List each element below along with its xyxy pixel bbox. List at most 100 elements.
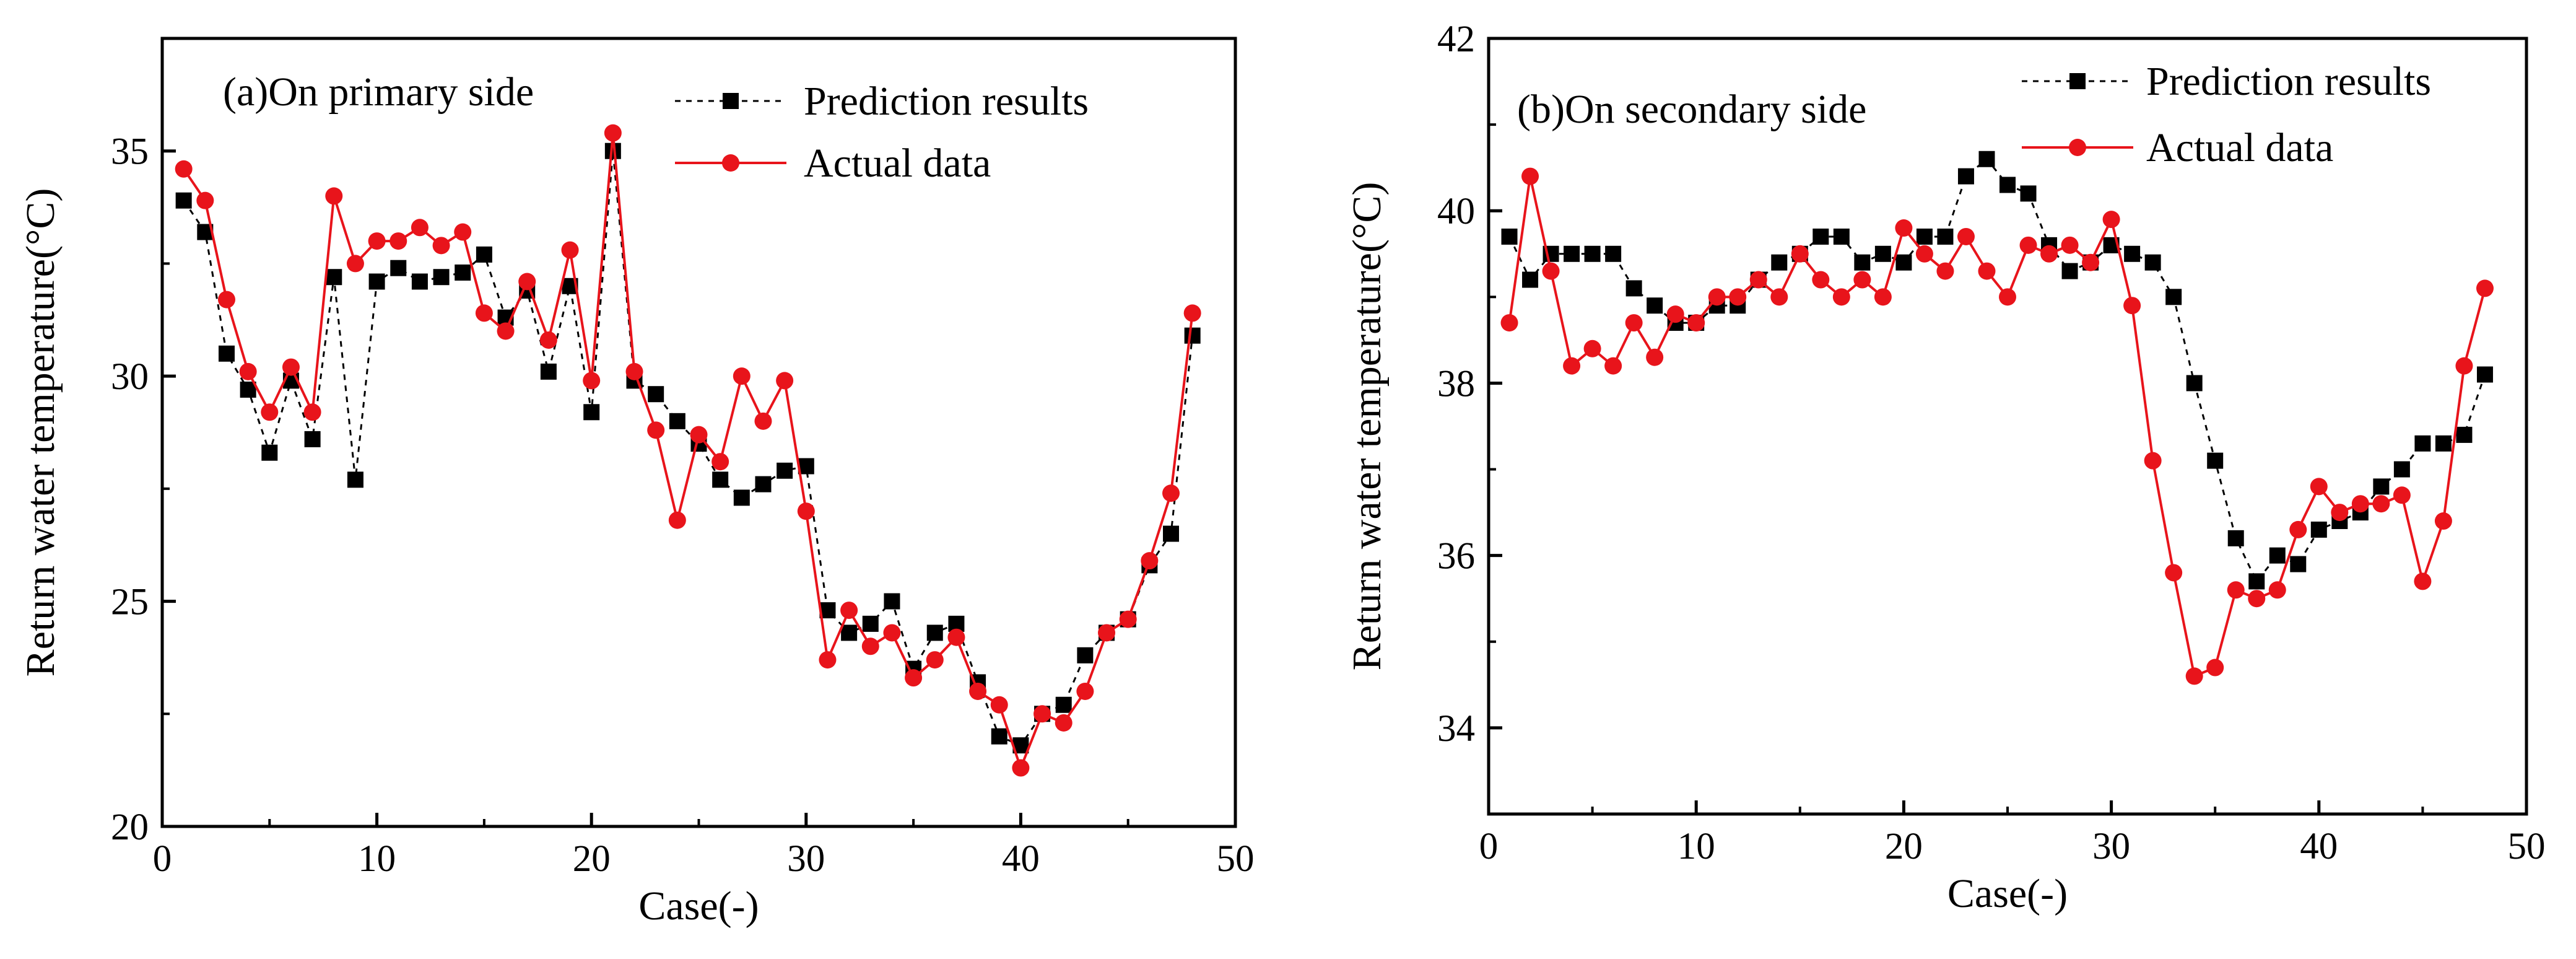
x-tick-label: 10 — [358, 838, 396, 880]
data-point-prediction — [433, 269, 450, 286]
axis-ticks: 0 10 20 30 40 50 20 25 30 35 — [111, 131, 1255, 880]
data-point-actual — [861, 637, 879, 655]
legend: Prediction results Actual data — [675, 79, 1089, 186]
data-point-prediction — [476, 246, 492, 263]
data-point-prediction — [2124, 245, 2141, 262]
legend-label-prediction: Prediction results — [804, 79, 1089, 124]
data-point-actual — [2082, 253, 2100, 271]
series-line-prediction — [183, 151, 1194, 747]
data-point-prediction — [326, 269, 342, 286]
data-point-actual — [1500, 314, 1518, 332]
data-point-actual — [346, 255, 364, 273]
data-point-actual — [1646, 348, 1664, 366]
data-point-prediction — [1937, 228, 1954, 245]
data-point-actual — [1895, 219, 1913, 237]
data-point-actual — [261, 403, 279, 421]
y-axis-title: Return water temperature(°C) — [1344, 182, 1390, 671]
data-point-actual — [2102, 211, 2120, 229]
x-axis-title: Case(-) — [1947, 871, 2068, 916]
data-point-actual — [2165, 564, 2183, 582]
data-point-actual — [1542, 262, 1560, 280]
data-point-prediction — [862, 615, 879, 632]
data-point-prediction — [2414, 435, 2431, 452]
data-point-actual — [1957, 227, 1975, 245]
series-line-actual — [1508, 176, 2486, 678]
data-point-actual — [217, 291, 235, 309]
data-point-prediction — [347, 471, 363, 488]
data-point-actual — [2331, 504, 2349, 522]
data-point-prediction — [368, 273, 385, 290]
data-point-prediction — [218, 345, 235, 362]
data-point-prediction — [712, 471, 729, 488]
data-point-actual — [926, 651, 944, 669]
x-tick-label: 0 — [153, 838, 172, 880]
legend: Prediction results Actual data — [2022, 59, 2431, 170]
data-point-actual — [668, 511, 686, 529]
data-point-actual — [368, 232, 386, 250]
data-point-actual — [2455, 357, 2473, 375]
data-point-prediction — [2393, 461, 2410, 478]
data-point-actual — [840, 602, 858, 620]
legend-marker — [2069, 139, 2086, 156]
data-point-prediction — [1055, 696, 1072, 713]
x-axis-title: Case(-) — [638, 883, 759, 929]
data-point-prediction — [2435, 435, 2452, 452]
data-point-prediction — [1625, 280, 1642, 297]
chart-panel-secondary: 0 10 20 30 40 50 34 36 38 40 42 (b)On secondary si… — [1344, 19, 2546, 916]
data-point-prediction — [1874, 245, 1891, 262]
legend-marker — [723, 93, 739, 109]
legend-marker — [2069, 73, 2086, 89]
data-point-actual — [454, 223, 472, 241]
data-point-prediction — [1812, 228, 1829, 245]
data-point-actual — [1033, 705, 1051, 723]
data-point-actual — [2289, 520, 2307, 538]
data-point-prediction — [1895, 254, 1912, 271]
data-point-prediction — [991, 728, 1007, 745]
series-layer — [175, 124, 1201, 777]
data-point-prediction — [1163, 525, 1180, 542]
data-point-actual — [175, 160, 193, 178]
data-point-actual — [947, 628, 965, 646]
data-point-actual — [1583, 339, 1601, 357]
y-tick-label: 38 — [1437, 363, 1475, 405]
data-point-prediction — [2269, 547, 2286, 564]
data-point-actual — [690, 426, 708, 444]
series-line-actual — [183, 133, 1194, 772]
data-point-actual — [733, 367, 751, 385]
data-point-prediction — [1978, 151, 1995, 167]
x-tick-label: 40 — [1002, 838, 1040, 880]
data-point-actual — [2393, 486, 2411, 504]
data-point-prediction — [411, 273, 428, 290]
data-point-prediction — [583, 404, 600, 421]
data-point-prediction — [648, 386, 664, 403]
data-point-actual — [1183, 304, 1201, 322]
legend-label-actual: Actual data — [2146, 125, 2333, 170]
data-point-actual — [1729, 288, 1747, 306]
data-point-actual — [1874, 288, 1892, 306]
data-point-actual — [1098, 624, 1116, 642]
data-point-actual — [1832, 288, 1850, 306]
x-tick-label: 30 — [2092, 826, 2130, 867]
data-point-prediction — [540, 363, 557, 380]
data-point-actual — [2185, 667, 2203, 685]
data-point-prediction — [1833, 228, 1850, 245]
data-point-prediction — [390, 260, 407, 276]
data-point-actual — [1666, 305, 1684, 323]
x-tick-label: 50 — [2508, 826, 2546, 867]
legend-label-actual: Actual data — [804, 141, 991, 186]
data-point-actual — [1999, 288, 2016, 306]
axis-ticks: 0 10 20 30 40 50 34 36 38 40 42 — [1437, 19, 2546, 867]
data-point-actual — [625, 362, 643, 380]
data-point-actual — [905, 669, 923, 687]
data-point-prediction — [2248, 573, 2265, 590]
data-point-actual — [583, 372, 601, 390]
data-point-prediction — [455, 264, 471, 281]
data-point-prediction — [1584, 245, 1601, 262]
data-point-actual — [1563, 357, 1581, 375]
data-point-actual — [1853, 271, 1871, 289]
data-point-actual — [1521, 167, 1539, 185]
data-point-prediction — [1957, 168, 1974, 185]
data-point-actual — [518, 273, 536, 291]
data-point-prediction — [1999, 177, 2016, 193]
data-point-prediction — [841, 624, 858, 641]
